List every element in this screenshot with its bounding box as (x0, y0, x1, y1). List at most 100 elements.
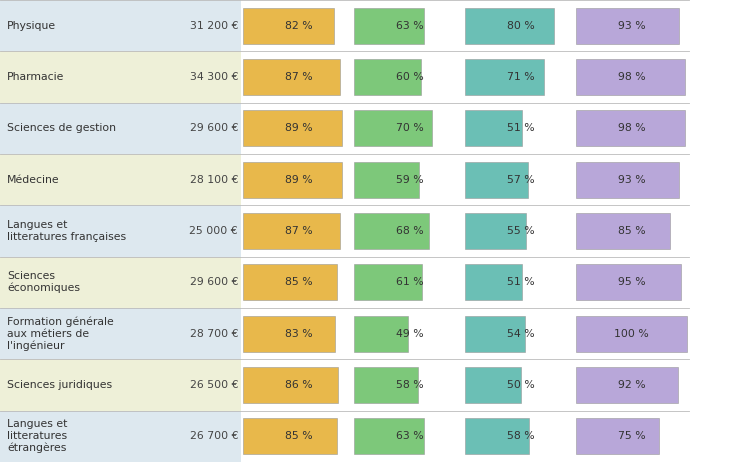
Bar (241, 411, 744, 462)
Bar (0, 411, 241, 462)
Bar (243, 8, 334, 43)
Text: 49 %: 49 % (396, 328, 423, 339)
Text: 95 %: 95 % (618, 277, 645, 287)
Text: Sciences juridiques: Sciences juridiques (7, 380, 112, 390)
Text: 87 %: 87 % (285, 226, 312, 236)
Bar (354, 316, 408, 352)
Text: 51 %: 51 % (507, 277, 534, 287)
Text: Sciences de gestion: Sciences de gestion (7, 123, 116, 134)
Bar (465, 264, 522, 300)
Bar (465, 419, 530, 454)
Bar (354, 59, 420, 95)
Bar (465, 367, 521, 403)
Bar (465, 316, 525, 352)
Text: Langues et
litteratures françaises: Langues et litteratures françaises (7, 220, 126, 242)
Bar (0, 359, 241, 411)
Text: 75 %: 75 % (618, 432, 645, 441)
Text: 61 %: 61 % (396, 277, 423, 287)
Bar (354, 419, 424, 454)
Text: 85 %: 85 % (618, 226, 645, 236)
Text: 71 %: 71 % (507, 72, 534, 82)
Text: 60 %: 60 % (396, 72, 423, 82)
Bar (243, 59, 339, 95)
Bar (576, 213, 670, 249)
Bar (0, 308, 241, 359)
Text: Formation générale
aux métiers de
l'ingénieur: Formation générale aux métiers de l'ingé… (7, 316, 114, 351)
Text: 98 %: 98 % (618, 123, 645, 134)
Bar (241, 51, 744, 103)
Text: 26 500 €: 26 500 € (190, 380, 238, 390)
Text: 87 %: 87 % (285, 72, 312, 82)
Bar (0, 51, 241, 103)
Text: 80 %: 80 % (507, 21, 534, 30)
Bar (465, 162, 528, 198)
Bar (243, 419, 337, 454)
Text: 89 %: 89 % (285, 175, 312, 185)
Text: 28 700 €: 28 700 € (190, 328, 238, 339)
Text: 28 100 €: 28 100 € (190, 175, 238, 185)
Bar (576, 419, 659, 454)
Bar (576, 162, 679, 198)
Bar (354, 8, 424, 43)
Text: 29 600 €: 29 600 € (190, 277, 238, 287)
Bar (576, 59, 684, 95)
Text: 29 600 €: 29 600 € (190, 123, 238, 134)
Text: 85 %: 85 % (285, 432, 312, 441)
Bar (241, 154, 744, 205)
Text: 58 %: 58 % (396, 380, 423, 390)
Bar (243, 367, 339, 403)
Text: 57 %: 57 % (507, 175, 534, 185)
Text: 70 %: 70 % (396, 123, 423, 134)
Text: Physique: Physique (7, 21, 56, 30)
Bar (576, 316, 687, 352)
Bar (0, 154, 241, 205)
Bar (465, 8, 554, 43)
Text: Médecine: Médecine (7, 175, 60, 185)
Bar (465, 110, 522, 146)
Text: 93 %: 93 % (618, 21, 645, 30)
Bar (243, 264, 337, 300)
Text: 85 %: 85 % (285, 277, 312, 287)
Text: 82 %: 82 % (285, 21, 312, 30)
Bar (576, 264, 682, 300)
Bar (241, 308, 744, 359)
Text: 98 %: 98 % (618, 72, 645, 82)
Text: Sciences
économiques: Sciences économiques (7, 271, 80, 293)
Bar (465, 59, 544, 95)
Text: 54 %: 54 % (507, 328, 534, 339)
Text: 86 %: 86 % (285, 380, 312, 390)
Bar (241, 103, 744, 154)
Bar (465, 213, 526, 249)
Bar (243, 316, 335, 352)
Text: 34 300 €: 34 300 € (190, 72, 238, 82)
Text: 63 %: 63 % (396, 432, 423, 441)
Bar (241, 257, 744, 308)
Bar (354, 162, 420, 198)
Text: 100 %: 100 % (614, 328, 649, 339)
Text: 83 %: 83 % (285, 328, 312, 339)
Text: 89 %: 89 % (285, 123, 312, 134)
Bar (354, 264, 422, 300)
Bar (0, 0, 241, 51)
Text: 59 %: 59 % (396, 175, 423, 185)
Bar (576, 367, 678, 403)
Bar (241, 0, 744, 51)
Bar (576, 110, 684, 146)
Bar (241, 359, 744, 411)
Bar (243, 162, 341, 198)
Bar (354, 110, 432, 146)
Text: Langues et
litteratures
étrangères: Langues et litteratures étrangères (7, 419, 68, 453)
Bar (576, 8, 679, 43)
Text: 55 %: 55 % (507, 226, 534, 236)
Bar (241, 205, 744, 257)
Text: 25 000 €: 25 000 € (190, 226, 238, 236)
Bar (243, 213, 339, 249)
Text: 63 %: 63 % (396, 21, 423, 30)
Bar (0, 103, 241, 154)
Text: 31 200 €: 31 200 € (190, 21, 238, 30)
Bar (354, 213, 429, 249)
Text: 58 %: 58 % (507, 432, 534, 441)
Bar (354, 367, 418, 403)
Bar (0, 257, 241, 308)
Text: 68 %: 68 % (396, 226, 423, 236)
